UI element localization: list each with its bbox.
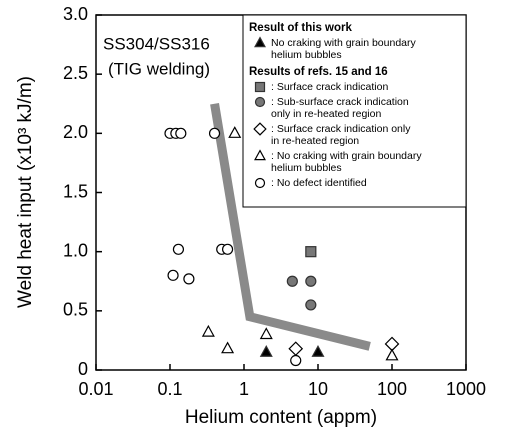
y-axis-label: Weld heat input (x10³ kJ/m) bbox=[15, 76, 36, 308]
marker bbox=[172, 243, 185, 255]
marker bbox=[221, 341, 235, 354]
x-tick-label: 1 bbox=[239, 379, 249, 399]
marker bbox=[305, 275, 317, 287]
marker bbox=[288, 341, 304, 357]
marker bbox=[385, 348, 399, 361]
marker bbox=[254, 81, 266, 93]
marker bbox=[311, 345, 325, 357]
y-tick-label: 0 bbox=[78, 359, 88, 379]
y-tick-label: 2.5 bbox=[63, 63, 88, 83]
x-tick-label: 0.1 bbox=[157, 379, 182, 399]
marker bbox=[305, 246, 317, 258]
annotation: SS304/SS316 bbox=[103, 34, 210, 53]
legend-label: : No craking with grain boundary helium b… bbox=[271, 150, 422, 174]
legend-label: No craking with grain boundary helium bub… bbox=[271, 37, 416, 61]
marker bbox=[286, 275, 298, 287]
annotation: (TIG welding) bbox=[108, 59, 210, 78]
legend-heading: Results of refs. 15 and 16 bbox=[249, 66, 388, 78]
marker bbox=[254, 177, 266, 189]
y-tick-label: 2.0 bbox=[63, 122, 88, 142]
y-tick-label: 3.0 bbox=[63, 4, 88, 24]
marker bbox=[384, 336, 400, 352]
legend-label: : Surface crack indication only in re-hea… bbox=[271, 123, 411, 147]
marker bbox=[290, 354, 302, 367]
marker bbox=[183, 273, 195, 285]
marker bbox=[253, 122, 267, 136]
legend-heading: Result of this work bbox=[249, 22, 352, 34]
marker bbox=[254, 96, 266, 108]
y-tick-label: 1.0 bbox=[63, 240, 88, 260]
legend-label: : Sub-surface crack indication only in re… bbox=[271, 96, 409, 120]
marker bbox=[208, 127, 221, 139]
marker bbox=[259, 345, 273, 357]
marker bbox=[254, 36, 266, 48]
marker bbox=[175, 127, 187, 139]
y-tick-label: 1.5 bbox=[63, 181, 88, 201]
x-tick-label: 1000 bbox=[446, 379, 486, 399]
marker bbox=[305, 299, 317, 311]
marker bbox=[259, 327, 273, 340]
marker bbox=[201, 324, 215, 337]
x-tick-label: 100 bbox=[377, 379, 407, 399]
marker bbox=[228, 126, 242, 138]
marker bbox=[254, 149, 266, 161]
y-tick-label: 0.5 bbox=[63, 300, 88, 320]
x-axis-label: Helium content (appm) bbox=[185, 407, 377, 428]
marker bbox=[221, 243, 234, 255]
legend-label: : No defect identified bbox=[271, 177, 367, 189]
marker bbox=[167, 269, 179, 281]
legend-label: : Surface crack indication bbox=[271, 81, 388, 93]
x-tick-label: 10 bbox=[308, 379, 328, 399]
legend-box bbox=[242, 14, 467, 208]
boundary-band bbox=[210, 103, 371, 351]
x-tick-label: 0.01 bbox=[78, 379, 113, 399]
